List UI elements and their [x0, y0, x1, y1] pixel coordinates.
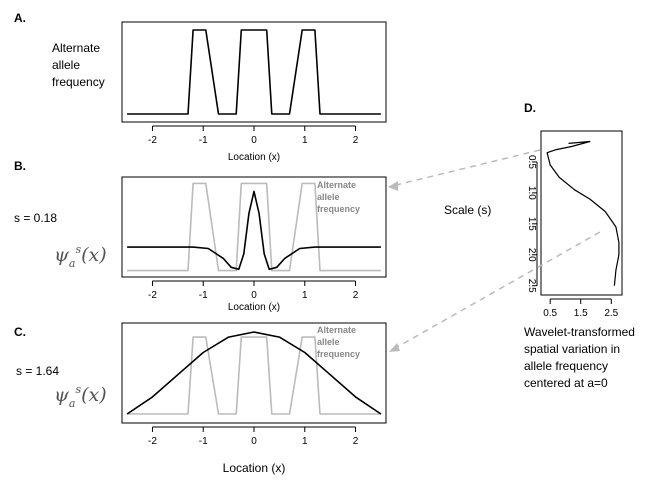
panel-d-chart: 0.5 1.0 1.5 2.0 2.5 0.5 1.5 2.5 [526, 140, 620, 319]
panel-c-x-tick-label: 0 [251, 436, 257, 447]
panel-c-plot-box [121, 322, 387, 424]
panel-b-wavelet-line [127, 190, 381, 271]
panel-b-letter: B. [14, 159, 26, 173]
panel-b-x-tick-label: 0 [251, 290, 257, 301]
panel-a-x-tick-label: 0 [251, 135, 257, 146]
panel-d-wavelet-curve [546, 140, 620, 286]
panel-b-scale-label: s = 0.18 [14, 211, 57, 225]
panel-d-x-tick-label: 0.5 [543, 308, 557, 319]
panel-c-overlay-line [127, 336, 381, 415]
panel-d-x-tick-label: 2.5 [604, 308, 618, 319]
panel-c-xlabel: Location (x) [223, 461, 286, 475]
panel-c-chart: -2 -1 0 1 2 [126, 331, 382, 447]
panel-b-overlay-label-2: allele [317, 192, 340, 202]
panel-c-wavelet-line [126, 331, 382, 415]
arrow-d-to-b-head [388, 181, 398, 191]
panel-c-scale-label: s = 1.64 [16, 364, 59, 378]
panel-a-plot-box [121, 21, 387, 123]
panel-d-letter: D. [524, 101, 536, 115]
panel-c-overlay-label-3: frequency [317, 349, 360, 359]
panel-d-ylabel: Scale (s) [444, 203, 491, 217]
arrow-d-to-c-head [389, 343, 400, 352]
panel-b-xlabel: Location (x) [228, 302, 280, 313]
panel-c-x-tick-label: 1 [302, 436, 308, 447]
panel-b-chart: -2 -1 0 1 2 [127, 182, 381, 301]
panel-b-x-tick-label: -2 [148, 290, 157, 301]
panel-a-x-tick-label: -2 [148, 135, 157, 146]
panel-c-psi-label: ψas(x) [54, 383, 107, 410]
panel-d-xlabel-2: spatial variation in [524, 342, 620, 356]
panel-a-ylabel-1: Alternate [52, 41, 100, 55]
panel-d-y-tick-label: 0.5 [526, 155, 537, 169]
panel-b-x-tick-label: 2 [353, 290, 359, 301]
arrow-d-to-b [391, 149, 541, 187]
panel-c-overlay-label-1: Alternate [317, 325, 356, 335]
panel-d-xlabel-4: centered at a=0 [524, 376, 608, 390]
panel-c-x-tick-label: -1 [199, 436, 208, 447]
panel-a-x-tick-label: 2 [353, 135, 359, 146]
panel-d-plot-box [540, 130, 623, 296]
panel-b-psi-label: ψas(x) [54, 243, 107, 270]
panel-c-overlay-label-2: allele [317, 337, 340, 347]
panel-d-xlabel-1: Wavelet-transformed [524, 325, 635, 339]
arrow-d-to-c [391, 231, 601, 351]
panel-b-x-tick-label: 1 [302, 290, 308, 301]
panel-d-y-tick-label: 1.5 [526, 217, 537, 231]
panel-a-chart: -2 -1 0 1 2 [127, 29, 381, 146]
panel-a-frequency-line [127, 29, 381, 115]
panel-b-overlay-label-1: Alternate [317, 180, 356, 190]
panel-d-y-tick-label: 2.5 [526, 279, 537, 293]
panel-a-ylabel-3: frequency [52, 75, 105, 89]
panel-d-y-tick-label: 1.0 [526, 186, 537, 200]
panel-a-x-tick-label: 1 [302, 135, 308, 146]
panel-b-x-tick-label: -1 [199, 290, 208, 301]
panel-a-x-tick-label: -1 [199, 135, 208, 146]
panel-a-ylabel-2: allele [52, 58, 80, 72]
panel-b-overlay-label-3: frequency [317, 204, 360, 214]
panel-c-x-tick-label: 2 [353, 436, 359, 447]
panel-d-x-tick-label: 1.5 [574, 308, 588, 319]
panel-b-overlay-line [127, 182, 381, 272]
panel-b-plot-box [121, 176, 387, 278]
panel-c-x-tick-label: -2 [148, 436, 157, 447]
panel-a-xlabel: Location (x) [228, 152, 280, 163]
panel-c-letter: C. [14, 325, 26, 339]
panel-a-letter: A. [14, 11, 26, 25]
panel-d-xlabel-3: allele frequency [524, 359, 608, 373]
panel-d-y-tick-label: 2.0 [526, 248, 537, 262]
